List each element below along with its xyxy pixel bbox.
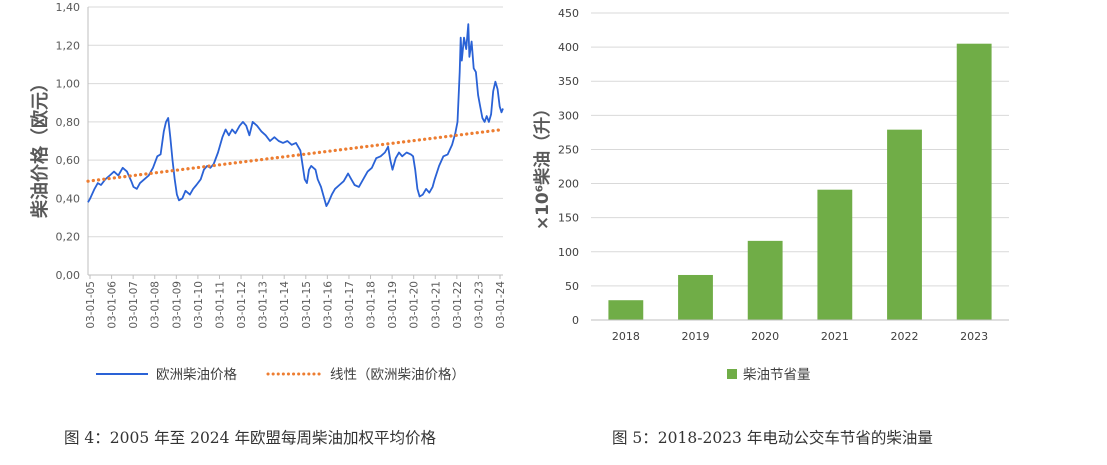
left-x-tick-label: 03-01-17 xyxy=(344,281,356,329)
left-x-tick-label: 03-01-11 xyxy=(214,281,226,329)
left-x-tick-label: 03-01-05 xyxy=(85,281,97,329)
legend-swatch-diesel-saving xyxy=(727,369,737,379)
bar-2021 xyxy=(817,189,853,320)
left-y-tick-label: 1,00 xyxy=(56,78,81,91)
left-x-tick-label: 03-01-24 xyxy=(495,281,507,329)
right-y-tick-label: 350 xyxy=(558,75,579,88)
left-y-axis-title: 柴油价格（欧元） xyxy=(29,74,51,219)
right-y-tick-label: 50 xyxy=(565,280,579,293)
right-y-tick-labels: 0 50 100 150 200 250 300 350 400 450 xyxy=(558,7,579,327)
left-x-tick-label: 03-01-23 xyxy=(473,281,485,329)
right-y-tick-label: 100 xyxy=(558,246,579,259)
left-series-layer xyxy=(86,23,505,207)
bar-2020 xyxy=(747,240,783,320)
figure-5-caption: 图 5：2018-2023 年电动公交车节省的柴油量 xyxy=(612,429,933,447)
right-y-tick-label: 450 xyxy=(558,7,579,20)
right-bars-layer xyxy=(608,43,992,320)
left-y-tick-label: 1,20 xyxy=(56,39,81,52)
left-x-tick-label: 03-01-19 xyxy=(387,281,399,329)
right-y-tick-label: 300 xyxy=(558,109,579,122)
right-y-tick-label: 200 xyxy=(558,178,579,191)
diesel-price-line-chart: 0,00 0,20 0,40 0,60 0,80 1,00 1,20 1,40 03-01-0… xyxy=(29,1,507,383)
series-line-linear-trend xyxy=(86,127,505,183)
right-x-tick-label: 2020 xyxy=(751,330,779,343)
right-x-tick-label: 2022 xyxy=(891,330,919,343)
left-y-tick-labels: 0,00 0,20 0,40 0,60 0,80 1,00 1,20 1,40 xyxy=(56,1,81,282)
left-x-tick-label: 03-01-08 xyxy=(150,281,162,329)
left-x-tick-labels: 03-01-05 03-01-06 03-01-07 03-01-08 03-01-09… xyxy=(85,275,507,329)
bar-2023 xyxy=(956,43,992,320)
right-gridlines xyxy=(591,12,1009,287)
bar-2022 xyxy=(887,129,922,320)
left-x-tick-label: 03-01-09 xyxy=(171,281,183,329)
left-y-tick-label: 0,60 xyxy=(56,154,81,167)
series-line-diesel-price xyxy=(87,23,504,207)
left-x-tick-label: 03-01-15 xyxy=(301,281,313,329)
right-x-tick-label: 2023 xyxy=(960,330,988,343)
right-x-tick-label: 2018 xyxy=(612,330,640,343)
figure-4-caption: 图 4：2005 年至 2024 年欧盟每周柴油加权平均价格 xyxy=(64,429,436,447)
right-y-tick-label: 0 xyxy=(572,314,579,327)
left-gridlines xyxy=(88,6,503,238)
left-y-tick-label: 0,20 xyxy=(56,231,81,244)
left-y-tick-label: 0,80 xyxy=(56,116,81,129)
right-x-tick-labels: 2018 2019 2020 2021 2022 2023 xyxy=(612,330,988,343)
left-x-tick-label: 03-01-13 xyxy=(258,281,270,329)
diesel-saving-bar-chart: 0 50 100 150 200 250 300 350 400 450 2018 2019 2020… xyxy=(532,7,1009,383)
left-x-tick-label: 03-01-06 xyxy=(107,281,119,329)
right-y-axis-title: ×10⁶柴油（升） xyxy=(532,100,553,230)
right-x-tick-label: 2019 xyxy=(682,330,710,343)
left-y-tick-label: 0,00 xyxy=(56,269,81,282)
right-y-tick-label: 250 xyxy=(558,143,579,156)
left-x-tick-label: 03-01-16 xyxy=(322,281,334,329)
legend-label-linear-trend: 线性（欧洲柴油价格） xyxy=(330,367,465,383)
right-y-tick-label: 400 xyxy=(558,41,579,54)
bar-2018 xyxy=(608,300,644,320)
left-y-tick-label: 1,40 xyxy=(56,1,81,14)
legend-label-diesel-price: 欧洲柴油价格 xyxy=(156,367,237,383)
left-x-tick-label: 03-01-18 xyxy=(366,281,378,329)
left-x-tick-label: 03-01-22 xyxy=(452,281,464,329)
left-x-tick-label: 03-01-12 xyxy=(236,281,248,329)
left-x-tick-label: 03-01-21 xyxy=(430,281,442,329)
left-x-tick-label: 03-01-07 xyxy=(128,281,140,329)
right-x-tick-label: 2021 xyxy=(821,330,849,343)
left-y-tick-label: 0,40 xyxy=(56,192,81,205)
legend-label-diesel-saving: 柴油节省量 xyxy=(743,367,811,383)
right-y-tick-label: 150 xyxy=(558,212,579,225)
left-x-tick-label: 03-01-14 xyxy=(279,281,291,329)
left-x-tick-label: 03-01-10 xyxy=(193,281,205,329)
bar-2019 xyxy=(678,274,713,320)
left-x-tick-label: 03-01-20 xyxy=(409,281,421,329)
